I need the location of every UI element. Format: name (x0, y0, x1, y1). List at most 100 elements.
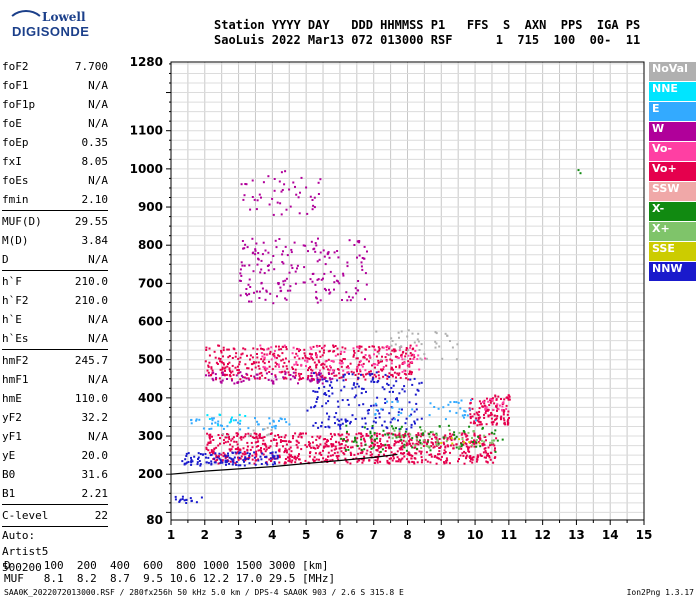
echo-point-w (317, 237, 319, 240)
echo-point-vo (255, 361, 258, 364)
echo-point-nnw (323, 385, 326, 388)
echo-point-w (284, 279, 287, 282)
echo-point-nnw (334, 422, 336, 425)
echo-point-vo (227, 348, 230, 351)
echo-point-vo (491, 423, 494, 426)
y-tick-label: 1100 (130, 124, 163, 138)
echo-point-w (316, 301, 319, 304)
echo-point-vo (236, 369, 239, 372)
echo-point-w (328, 377, 331, 380)
echo-point-vo (488, 456, 491, 459)
echo-point-vo (236, 435, 239, 437)
echo-point-vo (449, 432, 451, 435)
echo-point-vo (213, 447, 216, 450)
echo-point-vo (360, 435, 363, 438)
echo-point-vo (298, 374, 301, 377)
echo-point-vo (238, 448, 241, 451)
echo-point-vo (209, 433, 212, 436)
echo-point-vo (329, 432, 332, 435)
echo-point-vo (350, 453, 353, 456)
echo-point-nnw (418, 382, 421, 385)
echo-point-w (248, 293, 251, 296)
echo-point-w (220, 381, 223, 384)
echo-point-vo (503, 398, 506, 401)
echo-point-w (293, 241, 296, 244)
echo-point-vo (352, 354, 355, 357)
echo-point-vo (210, 450, 213, 453)
echo-point-x (428, 433, 430, 436)
echo-point-vo (358, 345, 361, 348)
echo-point-nnw (321, 405, 324, 408)
echo-point-x (396, 435, 399, 438)
echo-point-nnw (324, 426, 327, 428)
echo-point-vo (354, 374, 357, 376)
echo-point-vo (215, 456, 218, 459)
echo-point-vo (349, 451, 352, 454)
echo-point-vo (390, 446, 393, 449)
echo-point-vo (261, 374, 264, 377)
echo-point-vo (460, 433, 463, 436)
echo-point-e (221, 424, 223, 427)
echo-point-vo (227, 356, 230, 359)
param-value: N/A (88, 430, 108, 443)
echo-point-vo (327, 455, 330, 458)
echo-point-vo (406, 458, 409, 461)
echo-point-vo (506, 413, 509, 416)
echo-point-vo (327, 439, 329, 442)
echo-point-vo (340, 450, 343, 453)
echo-point-vo (312, 441, 314, 444)
echo-point-vo (232, 373, 235, 376)
echo-point-vo (482, 451, 485, 454)
echo-point-vo (439, 445, 442, 448)
param-label: h`Es (2, 332, 29, 345)
echo-point-noval (400, 345, 403, 348)
echo-point-vo (352, 347, 355, 350)
echo-point-vo (261, 348, 264, 350)
echo-point-vo (312, 460, 315, 463)
echo-point-vo (420, 450, 423, 453)
echo-point-vo (465, 457, 467, 460)
echo-point-nnw (187, 452, 190, 455)
echo-point-vo (206, 369, 209, 372)
echo-point-vo (411, 442, 414, 445)
echo-point-vo (358, 447, 361, 450)
echo-point-vo (308, 443, 311, 446)
echo-point-e (226, 425, 229, 428)
echo-point-vo (278, 456, 281, 459)
echo-point-x (381, 448, 384, 451)
echo-point-e (475, 419, 477, 422)
echo-point-w (272, 213, 275, 216)
echo-point-e (463, 409, 466, 412)
echo-point-vo (497, 395, 500, 398)
echo-point-vo (375, 355, 378, 358)
echo-point-vo (382, 444, 385, 447)
echo-point-vo (485, 406, 488, 409)
echo-point-vo (390, 451, 393, 454)
echo-point-nnw (384, 398, 387, 401)
echo-point-vo (274, 356, 276, 359)
echo-point-vo (253, 432, 256, 435)
echo-point-vo (462, 443, 465, 446)
echo-point-e (219, 424, 222, 427)
echo-point-vo (338, 377, 341, 379)
echo-point-vo (444, 445, 447, 448)
echo-point-vo (361, 450, 364, 453)
echo-point-nnw (207, 461, 210, 464)
echo-point-vo (250, 441, 253, 444)
echo-point-w (316, 381, 319, 384)
param-value: N/A (88, 313, 108, 326)
echo-point-vo (268, 360, 270, 363)
echo-point-vo (205, 448, 208, 451)
echo-point-x (360, 438, 363, 441)
echo-point-vo (403, 455, 406, 458)
echo-point-vo (246, 441, 249, 444)
echo-point-vo (366, 372, 369, 375)
echo-point-vo (360, 444, 363, 447)
echo-point-vo (376, 350, 379, 353)
echo-point-w (214, 373, 217, 376)
echo-point-vo (210, 449, 213, 452)
echo-point-vo (324, 438, 326, 440)
echo-point-noval (403, 358, 406, 361)
echo-point-vo (467, 450, 470, 453)
echo-point-vo (407, 364, 410, 367)
